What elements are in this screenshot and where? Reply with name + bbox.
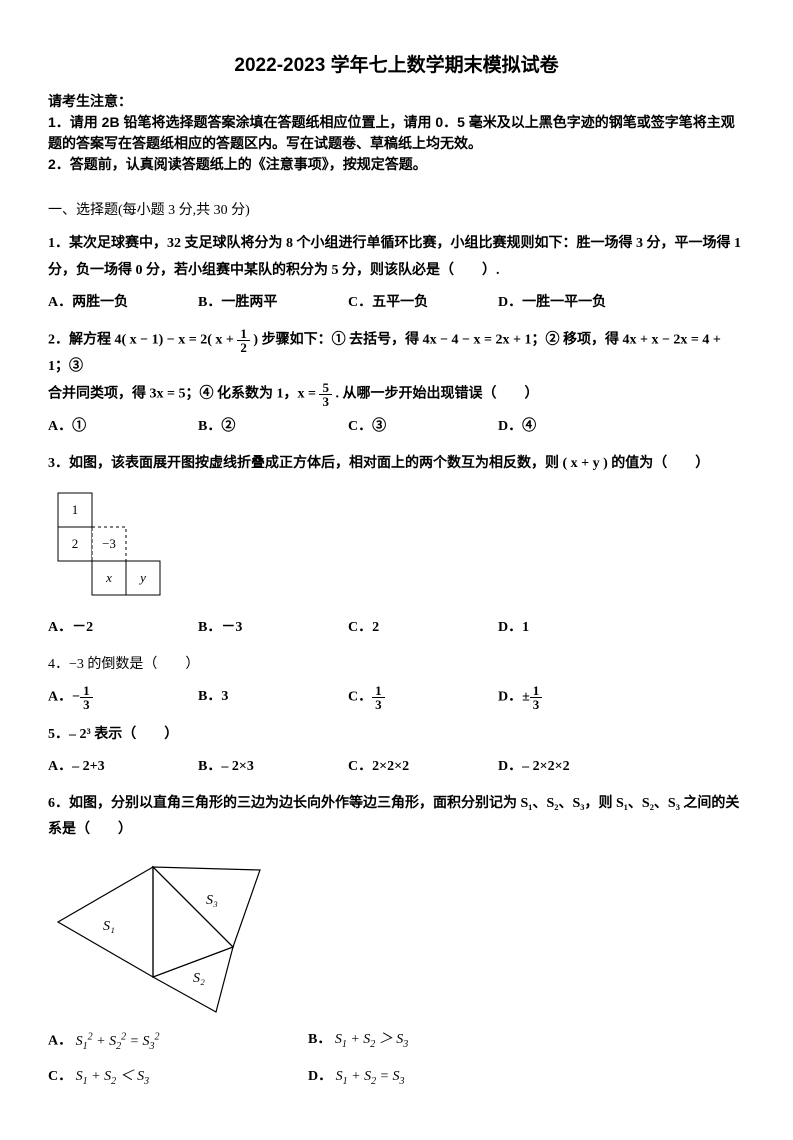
q2-frac-1: 12	[237, 327, 250, 354]
q2-frac1-num: 1	[237, 327, 250, 341]
q2-stem-line2-pre: 合并同类项，得 3x = 5；④ 化系数为 1，x =	[48, 386, 319, 401]
q4-c-pre: C．	[348, 690, 372, 705]
q6-option-a: A． S12 + S22 = S32	[48, 1027, 278, 1055]
question-5: 5．– 2³ 表示（ ） A．– 2+3 B．– 2×3 C．2×2×2 D．–…	[48, 722, 745, 781]
q1-option-b: B．一胜两平	[198, 290, 318, 317]
q5-stem: 5．– 2³ 表示（ ）	[48, 722, 745, 749]
question-2: 2．解方程 4( x − 1) − x = 2( x + 12 ) 步骤如下：①…	[48, 327, 745, 441]
q2-option-a: A．①	[48, 414, 168, 441]
q6-option-d: D． S1 + S2 = S3	[308, 1064, 538, 1091]
q3-option-b: B．－3	[198, 615, 318, 642]
instructions-line-2: 2．答题前，认真阅读答题纸上的《注意事项》，按规定答题。	[48, 154, 745, 175]
q4-a-pre: A．−	[48, 690, 80, 705]
q3-figure: 1 2 −3 x y	[48, 485, 745, 605]
central-right-triangle	[153, 867, 233, 977]
q3-option-c: C．2	[348, 615, 468, 642]
cube-net-svg: 1 2 −3 x y	[48, 485, 208, 605]
q4-frac-d-num: 1	[530, 684, 543, 698]
q2-stem-pre: 2．解方程 4( x − 1) − x = 2( x +	[48, 333, 237, 348]
q3-stem: 3．如图，该表面展开图按虚线折叠成正方体后，相对面上的两个数互为相反数，则 ( …	[48, 451, 745, 478]
q4-option-b: B．3	[198, 684, 318, 711]
net-label-y: y	[138, 570, 146, 585]
q3-option-a: A．－2	[48, 615, 168, 642]
question-6: 6．如图，分别以直角三角形的三边为边长向外作等边三角形，面积分别记为 S₁、S₂…	[48, 791, 745, 1090]
q4-option-c: C．13	[348, 684, 468, 711]
net-label-x: x	[105, 570, 112, 585]
q2-option-c: C．③	[348, 414, 468, 441]
q5-option-d: D．– 2×2×2	[498, 754, 618, 781]
q1-option-a: A．两胜一负	[48, 290, 168, 317]
q4-frac-c-num: 1	[372, 684, 385, 698]
q1-options: A．两胜一负 B．一胜两平 C．五平一负 D．一胜一平一负	[48, 290, 745, 317]
q4-stem: 4．−3 的倒数是（ ）	[48, 652, 745, 679]
q6-options-row2: C． S1 + S2 ＜ S3 D． S1 + S2 = S3	[48, 1064, 745, 1091]
section-1-heading: 一、选择题(每小题 3 分,共 30 分)	[48, 199, 745, 219]
q1-stem: 1．某次足球赛中，32 支足球队将分为 8 个小组进行单循环比赛，小组比赛规则如…	[48, 231, 745, 284]
q2-option-d: D．④	[498, 414, 618, 441]
q5-option-a: A．– 2+3	[48, 754, 168, 781]
net-label-1: 1	[72, 502, 79, 517]
q6-options-row1: A． S12 + S22 = S32 B． S1 + S2 ＞ S3	[48, 1027, 745, 1055]
q2-frac1-den: 2	[237, 341, 250, 354]
q6-b-letter: B．	[308, 1032, 331, 1047]
s2-label: S₂	[193, 971, 205, 986]
net-label-3: −3	[102, 536, 116, 551]
instructions-block: 请考生注意： 1．请用 2B 铅笔将选择题答案涂填在答题纸相应位置上，请用 0．…	[48, 91, 745, 175]
q2-stem-line2-post: . 从哪一步开始出现错误（ ）	[332, 386, 539, 401]
q2-stem: 2．解方程 4( x − 1) − x = 2( x + 12 ) 步骤如下：①…	[48, 327, 745, 408]
q5-option-c: C．2×2×2	[348, 754, 468, 781]
exam-page: 2022-2023 学年七上数学期末模拟试卷 请考生注意： 1．请用 2B 铅笔…	[0, 0, 793, 1140]
q5-options: A．– 2+3 B．– 2×3 C．2×2×2 D．– 2×2×2	[48, 754, 745, 781]
instructions-header: 请考生注意：	[48, 91, 745, 112]
q2-option-b: B．②	[198, 414, 318, 441]
q4-frac-c-den: 3	[372, 698, 385, 711]
q4-frac-c: 13	[372, 684, 385, 711]
question-1: 1．某次足球赛中，32 支足球队将分为 8 个小组进行单循环比赛，小组比赛规则如…	[48, 231, 745, 317]
q6-c-letter: C．	[48, 1069, 72, 1084]
net-label-2: 2	[72, 536, 79, 551]
instructions-line-1: 1．请用 2B 铅笔将选择题答案涂填在答题纸相应位置上，请用 0．5 毫米及以上…	[48, 112, 745, 154]
q6-option-b: B． S1 + S2 ＞ S3	[308, 1027, 538, 1055]
q4-frac-d: 13	[530, 684, 543, 711]
q2-frac2-num: 5	[319, 381, 332, 395]
q4-d-pre: D．±	[498, 690, 530, 705]
q3-options: A．－2 B．－3 C．2 D．1	[48, 615, 745, 642]
q2-frac2-den: 3	[319, 395, 332, 408]
q5-option-b: B．– 2×3	[198, 754, 318, 781]
question-3: 3．如图，该表面展开图按虚线折叠成正方体后，相对面上的两个数互为相反数，则 ( …	[48, 451, 745, 642]
q6-stem: 6．如图，分别以直角三角形的三边为边长向外作等边三角形，面积分别记为 S₁、S₂…	[48, 791, 745, 844]
q4-options: A．−13 B．3 C．13 D．±13	[48, 684, 745, 711]
q2-options: A．① B．② C．③ D．④	[48, 414, 745, 441]
q4-frac-a: 13	[80, 684, 93, 711]
q4-frac-d-den: 3	[530, 698, 543, 711]
q4-frac-a-den: 3	[80, 698, 93, 711]
q6-option-c: C． S1 + S2 ＜ S3	[48, 1064, 278, 1091]
q4-frac-a-num: 1	[80, 684, 93, 698]
q1-option-d: D．一胜一平一负	[498, 290, 618, 317]
q1-option-c: C．五平一负	[348, 290, 468, 317]
triangle-figure-svg: S₁ S₂ S₃	[48, 852, 288, 1017]
s3-label: S₃	[206, 893, 218, 908]
q6-figure: S₁ S₂ S₃	[48, 852, 745, 1017]
q6-d-letter: D．	[308, 1069, 332, 1084]
q4-option-a: A．−13	[48, 684, 168, 711]
q4-option-d: D．±13	[498, 684, 618, 711]
q6-a-letter: A．	[48, 1034, 72, 1049]
q3-option-d: D．1	[498, 615, 618, 642]
q2-frac-2: 53	[319, 381, 332, 408]
page-title: 2022-2023 学年七上数学期末模拟试卷	[48, 50, 745, 77]
s1-label: S₁	[103, 919, 115, 934]
question-4: 4．−3 的倒数是（ ） A．−13 B．3 C．13 D．±13	[48, 652, 745, 712]
